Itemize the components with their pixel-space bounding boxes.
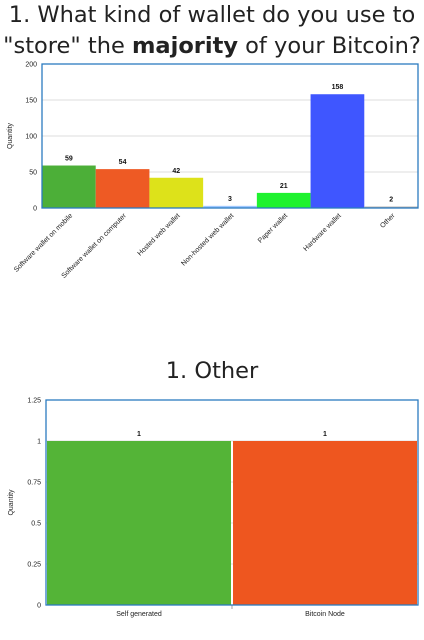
data-label: 54 <box>119 159 127 166</box>
chart-2-title: 1. Other <box>165 358 259 384</box>
y-tick-label: 0.5 <box>31 521 41 528</box>
y-tick-label: 200 <box>25 62 37 69</box>
y-tick-label: 1 <box>37 439 41 446</box>
bar <box>149 177 204 208</box>
y-tick-label: 0.25 <box>27 562 41 569</box>
bar <box>42 165 96 208</box>
y-tick-label: 0 <box>33 206 37 213</box>
data-label: 2 <box>389 197 393 204</box>
bar <box>310 94 365 208</box>
x-tick-label: Self generated <box>116 611 162 618</box>
bar <box>95 169 150 208</box>
data-label: 3 <box>228 196 232 203</box>
y-tick-label: 50 <box>29 170 37 177</box>
chart-1-title-pre: "store" the <box>3 33 132 59</box>
data-label: 59 <box>65 156 73 163</box>
chart-1-title-line-1: 1. What kind of wallet do you use to <box>8 2 416 28</box>
chart-1-title-line-2: "store" the majority of your Bitcoin? <box>0 31 424 62</box>
y-tick-label: 150 <box>25 98 37 105</box>
plot-frame <box>45 399 419 606</box>
y-axis-label: Quantity <box>8 489 15 516</box>
data-label: 42 <box>172 168 180 175</box>
plot-frame <box>41 63 419 209</box>
bar <box>364 206 418 208</box>
data-label: 1 <box>323 431 327 438</box>
chart-1-title-post: of your Bitcoin? <box>238 33 421 59</box>
bar <box>233 441 417 605</box>
chart-1-title: 1. What kind of wallet do you use to "st… <box>0 0 424 62</box>
y-tick-label: 100 <box>25 134 37 141</box>
y-axis-label: Quantity <box>7 122 14 149</box>
data-label: 1 <box>137 431 141 438</box>
chart-1-title-bold: majority <box>131 33 239 59</box>
bar <box>256 192 311 208</box>
y-tick-label: 1.25 <box>27 398 41 405</box>
bar <box>203 205 257 208</box>
y-tick-label: 0 <box>37 603 41 610</box>
data-label: 158 <box>332 84 344 91</box>
y-tick-label: 0.75 <box>27 480 41 487</box>
bar <box>47 441 231 605</box>
x-tick-label: Bitcoin Node <box>305 611 345 618</box>
data-label: 21 <box>280 183 288 190</box>
